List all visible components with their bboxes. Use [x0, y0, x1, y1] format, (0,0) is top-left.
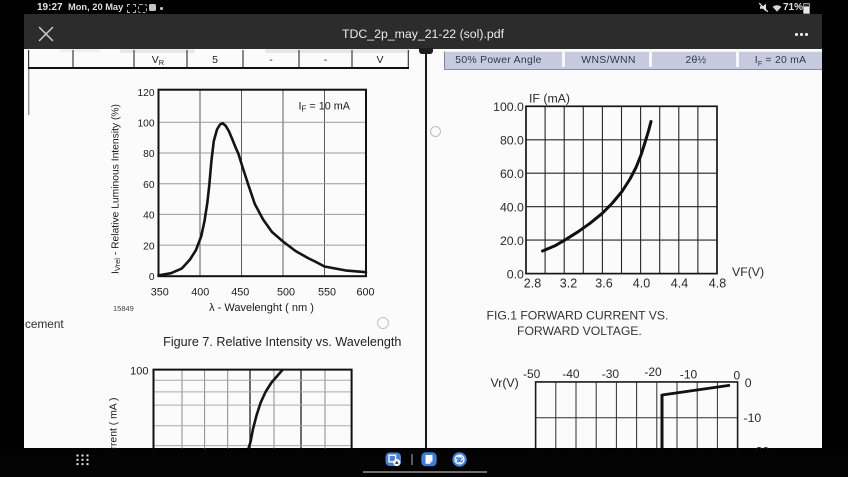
svg-text:40: 40: [143, 211, 155, 222]
svg-text:0: 0: [734, 368, 741, 382]
svg-text:60.0: 60.0: [500, 167, 524, 181]
svg-text:4.0: 4.0: [633, 277, 650, 291]
svg-text:0.0: 0.0: [507, 267, 524, 281]
svg-text:IF = 10 mA: IF = 10 mA: [299, 101, 351, 114]
svg-text:-50: -50: [523, 367, 541, 381]
svg-text:550: 550: [318, 286, 336, 298]
svg-text:100: 100: [138, 118, 155, 129]
svg-text:450: 450: [231, 286, 249, 298]
svg-text:5: 5: [212, 54, 218, 66]
svg-text:FIG.1 FORWARD CURRENT VS.: FIG.1 FORWARD CURRENT VS.: [487, 308, 669, 322]
svg-text:Vr(V): Vr(V): [491, 376, 519, 390]
svg-text:0: 0: [149, 272, 155, 283]
svg-text:3.6: 3.6: [595, 277, 612, 291]
svg-text:V: V: [376, 54, 383, 66]
svg-text:3.2: 3.2: [560, 277, 577, 291]
svg-text:-10: -10: [744, 411, 762, 425]
svg-text:4.8: 4.8: [709, 277, 726, 291]
svg-text:-: -: [324, 54, 328, 66]
svg-text:350: 350: [151, 286, 169, 298]
svg-text:0: 0: [745, 376, 752, 390]
svg-text:2.8: 2.8: [524, 277, 541, 291]
svg-text:IVrel - Relative Luminous Inte: IVrel - Relative Luminous Intensity (%): [111, 104, 123, 274]
svg-text:100: 100: [130, 366, 148, 378]
svg-text:80.0: 80.0: [500, 134, 524, 148]
svg-text:40.0: 40.0: [500, 200, 524, 214]
svg-text:600: 600: [356, 286, 374, 298]
svg-text:20.0: 20.0: [500, 234, 524, 248]
svg-text:FORWARD VOLTAGE.: FORWARD VOLTAGE.: [517, 324, 642, 338]
svg-text:20: 20: [143, 241, 155, 252]
svg-text:120: 120: [138, 88, 155, 99]
svg-text:λ - Wavelenght ( nm ): λ - Wavelenght ( nm ): [209, 302, 314, 314]
svg-text:rrent ( mA ): rrent ( mA ): [109, 398, 120, 450]
svg-text:VF(V): VF(V): [732, 265, 764, 279]
svg-text:60: 60: [143, 180, 155, 191]
svg-text:-20: -20: [644, 365, 662, 379]
svg-text:IF (mA): IF (mA): [529, 92, 570, 106]
svg-text:500: 500: [277, 286, 295, 298]
svg-text:-: -: [269, 54, 273, 66]
svg-text:-10: -10: [680, 367, 698, 381]
svg-text:80: 80: [143, 149, 155, 160]
svg-text:15849: 15849: [113, 304, 134, 313]
svg-text:4.4: 4.4: [671, 277, 688, 291]
svg-text:-40: -40: [562, 367, 580, 381]
svg-text:400: 400: [191, 286, 209, 298]
svg-text:VR: VR: [152, 54, 165, 67]
svg-text:100.0: 100.0: [493, 100, 524, 114]
svg-text:-30: -30: [602, 367, 620, 381]
svg-text:Figure 7. Relative Intensity v: Figure 7. Relative Intensity vs. Wavelen…: [163, 335, 401, 349]
